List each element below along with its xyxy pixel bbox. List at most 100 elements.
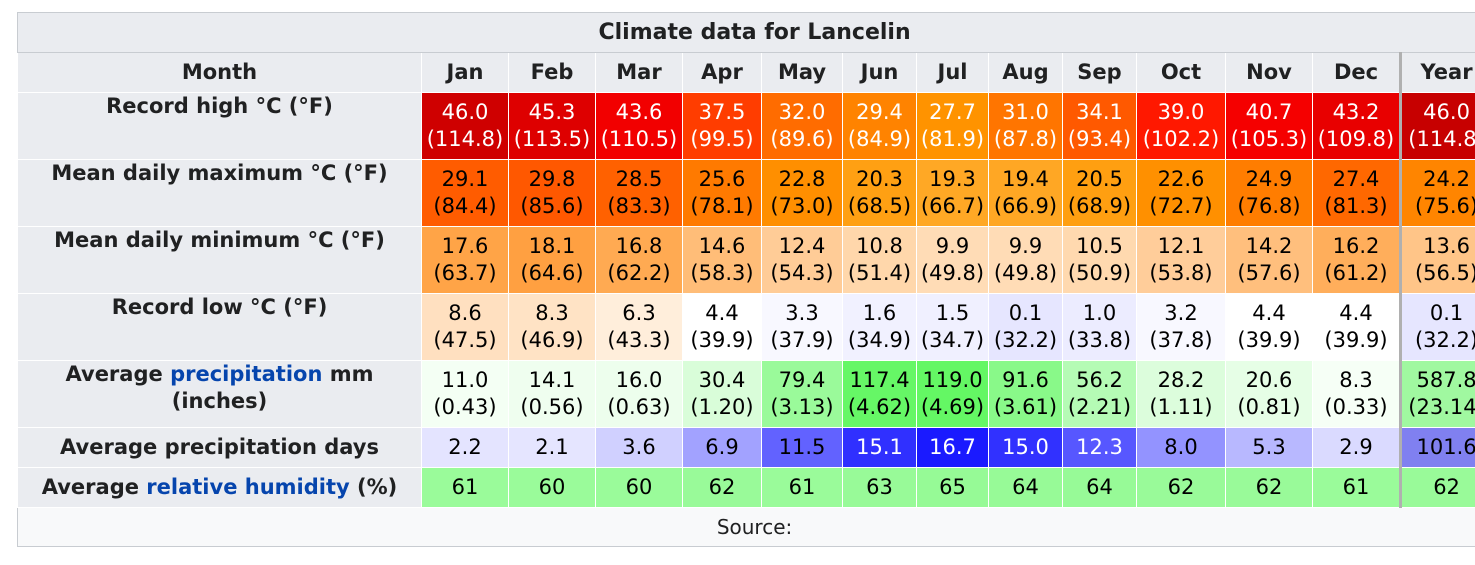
cell-value: 65 <box>916 467 989 508</box>
cell-converted-value: (81.3) <box>1324 194 1388 218</box>
cell-value: 31.0 <box>1002 100 1049 124</box>
cell-converted-value: (75.6) <box>1414 194 1475 218</box>
cell-value: 2.1 <box>508 427 596 468</box>
row-label-suffix: mm (inches) <box>171 362 374 413</box>
cell-converted-value: (113.5) <box>513 127 591 151</box>
cell-value: 8.3 <box>535 301 569 325</box>
cell-value: 15.0 <box>988 427 1063 468</box>
row-label-link[interactable]: relative humidity <box>146 475 350 499</box>
table-cell: 19.4 (66.9) <box>988 159 1063 227</box>
cell-converted-value: (84.4) <box>433 194 497 218</box>
cell-value: 4.4 <box>1252 301 1286 325</box>
cell-value: 60 <box>508 467 596 508</box>
table-cell: 46.0 (114.8) <box>421 92 509 160</box>
table-cell: 4.4 (39.9) <box>682 293 762 361</box>
cell-value: 8.3 <box>1339 368 1373 392</box>
cell-converted-value: (102.2) <box>1142 127 1220 151</box>
cell-converted-value: (39.9) <box>1237 328 1301 352</box>
table-cell: 8.3 (46.9) <box>508 293 596 361</box>
cell-value: 30.4 <box>698 368 746 392</box>
cell-converted-value: (33.8) <box>1067 328 1132 352</box>
table-cell: 13.6 (56.5) <box>1398 226 1475 294</box>
cell-converted-value: (66.9) <box>993 194 1058 218</box>
cell-value: 3.6 <box>595 427 683 468</box>
table-cell: 12.4 (54.3) <box>761 226 843 294</box>
cell-value: 28.5 <box>615 167 663 191</box>
cell-value: 29.8 <box>528 167 576 191</box>
cell-value: 29.4 <box>856 100 903 124</box>
cell-converted-value: (0.81) <box>1237 395 1301 419</box>
table-cell: 9.9 (49.8) <box>988 226 1063 294</box>
cell-value: 11.0 <box>441 368 489 392</box>
cell-value: 29.1 <box>441 167 489 191</box>
cell-converted-value: (3.13) <box>770 395 834 419</box>
cell-value: 1.0 <box>1082 301 1117 325</box>
cell-converted-value: (51.4) <box>847 261 912 285</box>
cell-converted-value: (99.5) <box>690 127 754 151</box>
table-cell: 27.7 (81.9) <box>916 92 989 160</box>
month-header-mar: Mar <box>595 52 683 93</box>
table-cell: 14.1 (0.56) <box>508 360 596 428</box>
cell-value: 8.6 <box>448 301 482 325</box>
cell-converted-value: (34.9) <box>847 328 912 352</box>
month-header-sep: Sep <box>1062 52 1137 93</box>
cell-value: 62 <box>1398 467 1475 508</box>
cell-value: 91.6 <box>1002 368 1049 392</box>
cell-value: 9.9 <box>1008 234 1043 258</box>
cell-converted-value: (64.6) <box>520 261 584 285</box>
table-row: Record high °C (°F) 46.0 (114.8) 45.3 (113.5… <box>17 92 1475 160</box>
table-cell: 12.1 (53.8) <box>1136 226 1226 294</box>
table-row: Average precipitation mm (inches) 11.0 (0.… <box>17 360 1475 428</box>
cell-value: 20.5 <box>1076 167 1123 191</box>
cell-converted-value: (0.56) <box>520 395 584 419</box>
table-cell: 16.2 (61.2) <box>1312 226 1401 294</box>
cell-value: 16.7 <box>916 427 989 468</box>
cell-converted-value: (0.43) <box>433 395 497 419</box>
cell-value: 12.1 <box>1157 234 1205 258</box>
row-label-suffix: (%) <box>349 475 398 499</box>
table-cell: 0.1 (32.2) <box>988 293 1063 361</box>
cell-value: 32.0 <box>778 100 826 124</box>
cell-converted-value: (4.62) <box>847 395 912 419</box>
table-cell: 34.1 (93.4) <box>1062 92 1137 160</box>
cell-converted-value: (49.8) <box>993 261 1058 285</box>
cell-converted-value: (87.8) <box>993 127 1058 151</box>
cell-converted-value: (81.9) <box>920 127 985 151</box>
table-cell: 1.0 (33.8) <box>1062 293 1137 361</box>
cell-value: 61 <box>421 467 509 508</box>
table-cell: 4.4 (39.9) <box>1312 293 1401 361</box>
cell-value: 6.3 <box>622 301 656 325</box>
cell-value: 14.1 <box>528 368 576 392</box>
table-cell: 27.4 (81.3) <box>1312 159 1401 227</box>
cell-value: 20.3 <box>856 167 903 191</box>
cell-converted-value: (83.3) <box>607 194 671 218</box>
table-cell: 0.1 (32.2) <box>1398 293 1475 361</box>
cell-converted-value: (1.20) <box>690 395 754 419</box>
cell-value: 22.6 <box>1157 167 1205 191</box>
table-cell: 18.1 (64.6) <box>508 226 596 294</box>
cell-converted-value: (109.8) <box>1317 127 1395 151</box>
cell-value: 119.0 <box>922 368 983 392</box>
table-cell: 14.6 (58.3) <box>682 226 762 294</box>
row-label-link[interactable]: precipitation <box>170 362 323 386</box>
cell-value: 11.5 <box>761 427 843 468</box>
month-header-jul: Jul <box>916 52 989 93</box>
cell-value: 27.4 <box>1332 167 1380 191</box>
table-cell: 1.5 (34.7) <box>916 293 989 361</box>
cell-value: 9.9 <box>935 234 970 258</box>
table-cell: 46.0 (114.8) <box>1398 92 1475 160</box>
table-row: Average relative humidity (%) 61 60 60 62 61 6… <box>17 467 1475 508</box>
cell-converted-value: (105.3) <box>1230 127 1308 151</box>
cell-converted-value: (54.3) <box>770 261 834 285</box>
cell-value: 61 <box>761 467 843 508</box>
cell-converted-value: (93.4) <box>1067 127 1132 151</box>
cell-value: 1.5 <box>935 301 970 325</box>
cell-converted-value: (39.9) <box>1324 328 1388 352</box>
table-cell: 10.8 (51.4) <box>842 226 917 294</box>
cell-converted-value: (85.6) <box>520 194 584 218</box>
table-cell: 32.0 (89.6) <box>761 92 843 160</box>
row-label: Mean daily minimum °C (°F) <box>17 226 422 294</box>
table-cell: 29.8 (85.6) <box>508 159 596 227</box>
cell-value: 56.2 <box>1076 368 1123 392</box>
cell-converted-value: (37.9) <box>770 328 834 352</box>
